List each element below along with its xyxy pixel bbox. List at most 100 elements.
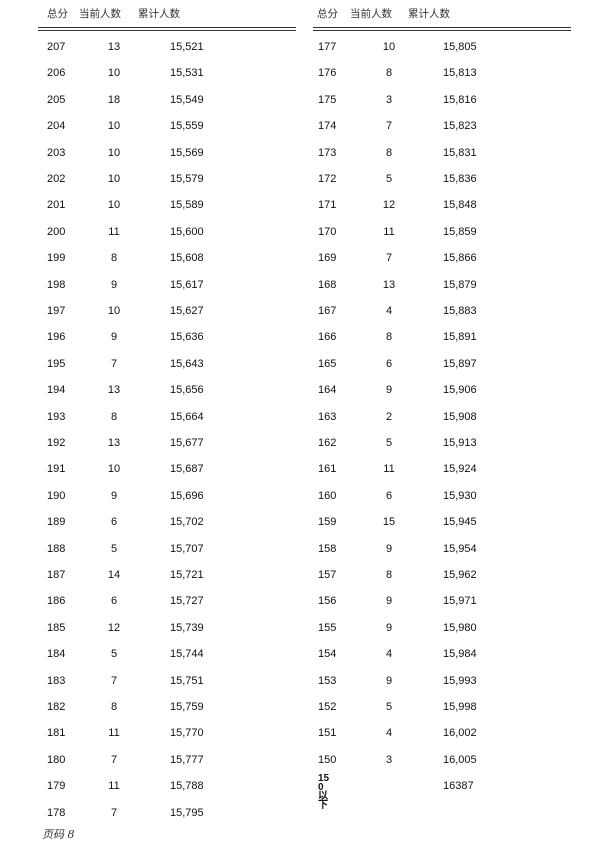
table-row: 205 18 15,549 — [38, 94, 296, 110]
cell-cumulative: 15,687 — [170, 463, 204, 476]
cell-current: 5 — [385, 173, 393, 185]
table-row: 177 10 15,805 — [313, 41, 571, 57]
table-row: 150以下 16387 — [313, 774, 571, 811]
cell-cumulative: 15,608 — [170, 252, 204, 265]
cell-score: 177 — [318, 41, 337, 53]
table-row: 156 9 15,971 — [313, 595, 571, 611]
cell-cumulative: 15,945 — [443, 516, 477, 529]
cell-score: 172 — [318, 173, 337, 185]
cell-current: 8 — [110, 410, 118, 423]
cell-current: 11 — [108, 727, 120, 740]
table-row: 173 8 15,831 — [313, 147, 571, 163]
cell-current: 14 — [107, 569, 121, 581]
cell-score: 184 — [47, 648, 66, 661]
table-row: 162 5 15,913 — [313, 437, 571, 453]
table-row: 150 3 16,005 — [313, 754, 571, 770]
cell-cumulative: 15,908 — [443, 410, 477, 423]
cell-cumulative: 15,739 — [170, 621, 204, 634]
table-row: 180 7 15,777 — [38, 754, 296, 770]
table-row: 200 11 15,600 — [38, 226, 296, 242]
cell-cumulative: 15,971 — [443, 595, 477, 608]
table-row: 193 8 15,664 — [38, 411, 296, 427]
cell-cumulative: 15,823 — [443, 120, 477, 133]
cell-score: 180 — [47, 753, 66, 766]
cell-score: 192 — [47, 437, 66, 449]
cell-cumulative: 15,897 — [443, 357, 477, 370]
table-row: 168 13 15,879 — [313, 279, 571, 295]
cell-current: 7 — [110, 753, 118, 766]
cell-cumulative: 15,891 — [443, 331, 477, 344]
cell-score: 190 — [47, 489, 66, 502]
table-row: 198 9 15,617 — [38, 279, 296, 295]
cell-cumulative: 15,617 — [170, 278, 204, 291]
table-row: 151 4 16,002 — [313, 727, 571, 743]
cell-cumulative: 15,795 — [170, 806, 204, 819]
cell-cumulative: 15,721 — [170, 569, 204, 581]
cell-current: 13 — [107, 437, 121, 449]
cell-cumulative: 15,805 — [443, 41, 477, 53]
cell-score: 153 — [318, 674, 337, 687]
cell-cumulative: 15,727 — [170, 595, 204, 608]
cell-cumulative: 15,759 — [170, 701, 204, 713]
table-row: 174 7 15,823 — [313, 120, 571, 136]
cell-score: 178 — [47, 806, 66, 819]
cell-cumulative: 15,664 — [170, 410, 204, 423]
table-row: 154 4 15,984 — [313, 648, 571, 664]
cell-score: 156 — [318, 595, 337, 608]
cell-current: 18 — [107, 93, 121, 106]
table-row: 183 7 15,751 — [38, 675, 296, 691]
cell-score: 202 — [47, 173, 66, 185]
table-row: 185 12 15,739 — [38, 622, 296, 638]
cell-cumulative: 15,777 — [170, 753, 204, 766]
cell-cumulative: 16,005 — [443, 753, 477, 766]
table-row: 176 8 15,813 — [313, 67, 571, 83]
cell-score: 203 — [47, 146, 66, 159]
cell-current: 9 — [385, 384, 393, 397]
cell-cumulative: 15,627 — [170, 305, 204, 317]
cell-score: 162 — [318, 437, 337, 449]
cell-score: 194 — [47, 384, 66, 397]
cell-score: 152 — [318, 701, 337, 713]
table-row: 191 10 15,687 — [38, 463, 296, 479]
table-row: 189 6 15,702 — [38, 516, 296, 532]
cell-score: 167 — [318, 305, 337, 317]
cell-current: 9 — [385, 595, 393, 608]
cell-cumulative: 15,831 — [443, 146, 477, 159]
cell-score: 174 — [318, 120, 337, 133]
cell-current: 10 — [107, 67, 121, 80]
cell-current: 5 — [385, 701, 393, 713]
cell-current: 13 — [107, 41, 121, 53]
cell-cumulative: 15,883 — [443, 305, 477, 317]
table-row: 161 11 15,924 — [313, 463, 571, 479]
cell-cumulative: 15,531 — [170, 67, 204, 80]
header-cumulative: 累计人数 — [408, 8, 450, 20]
cell-current: 3 — [385, 93, 393, 106]
cell-cumulative: 15,906 — [443, 384, 477, 397]
cell-score: 196 — [47, 331, 66, 344]
cell-current: 15 — [382, 516, 396, 529]
table-row: 163 2 15,908 — [313, 411, 571, 427]
cell-cumulative: 15,579 — [170, 173, 204, 185]
cell-cumulative: 15,930 — [443, 489, 477, 502]
cell-score: 195 — [47, 357, 66, 370]
cell-cumulative: 15,788 — [170, 780, 204, 793]
cell-current: 8 — [385, 331, 393, 344]
cell-score: 186 — [47, 595, 66, 608]
table-row: 196 9 15,636 — [38, 331, 296, 347]
table-row: 169 7 15,866 — [313, 252, 571, 268]
cell-score: 187 — [47, 569, 66, 581]
cell-cumulative: 15,677 — [170, 437, 204, 449]
cell-score: 175 — [318, 93, 337, 106]
cell-current: 11 — [383, 463, 395, 476]
cell-cumulative: 15,816 — [443, 93, 477, 106]
cell-cumulative: 16,002 — [443, 727, 477, 740]
cell-cumulative: 15,980 — [443, 621, 477, 634]
table-row: 172 5 15,836 — [313, 173, 571, 189]
table-row: 182 8 15,759 — [38, 701, 296, 717]
cell-cumulative: 15,549 — [170, 93, 204, 106]
cell-score: 201 — [47, 199, 66, 212]
cell-current: 9 — [110, 278, 118, 291]
table-row: 186 6 15,727 — [38, 595, 296, 611]
cell-cumulative: 15,521 — [170, 41, 204, 53]
cell-score: 165 — [318, 357, 337, 370]
